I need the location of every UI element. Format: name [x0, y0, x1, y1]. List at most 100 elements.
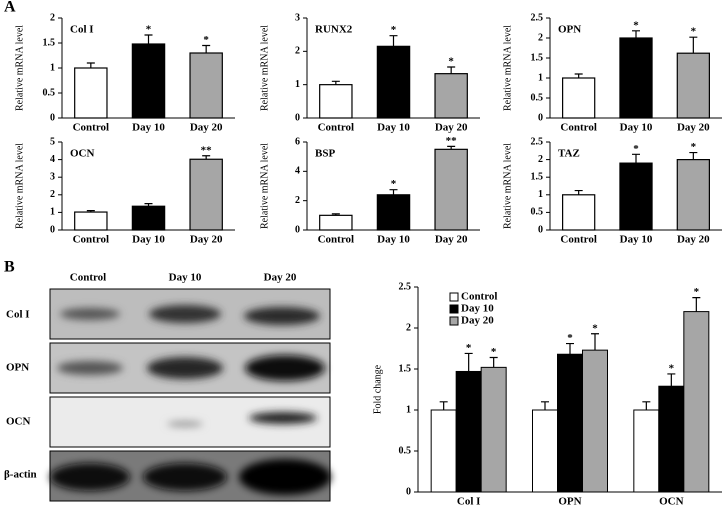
legend-label: Day 20	[461, 315, 494, 327]
blot-row-label: β-actin	[4, 469, 37, 481]
y-axis-label: Relative mRNA level	[259, 143, 270, 229]
bar	[676, 159, 710, 231]
bar	[683, 311, 710, 493]
x-tick-label: Day 20	[677, 122, 710, 134]
bar	[434, 73, 468, 119]
x-tick-label: Day 10	[620, 234, 653, 246]
bar	[74, 67, 108, 119]
significance-mark: *	[391, 24, 397, 36]
y-tick-label: 6	[295, 136, 300, 147]
bar	[619, 162, 653, 231]
y-tick-label: 4	[50, 154, 55, 165]
y-tick-label: 1	[50, 62, 55, 73]
y-tick-label: 1.5	[43, 37, 56, 48]
x-tick-label: Control	[73, 234, 109, 246]
error-bar	[667, 373, 676, 387]
bar	[562, 194, 596, 231]
legend-label: Control	[461, 291, 497, 303]
x-tick-label: Control	[73, 122, 109, 134]
bar	[189, 158, 223, 231]
y-tick-label: 0	[50, 224, 55, 235]
bar	[189, 52, 223, 119]
y-tick-label: 1.5	[531, 171, 544, 182]
error-bar	[464, 352, 473, 372]
x-tick-label: Day 20	[435, 234, 468, 246]
x-tick-label: Day 20	[190, 122, 223, 134]
y-tick-label: 2	[538, 154, 543, 165]
x-tick-label: Control	[318, 122, 354, 134]
significance-mark: *	[448, 56, 454, 68]
significance-mark: *	[691, 26, 697, 38]
legend-label: Day 10	[461, 303, 494, 315]
legend-swatch	[449, 304, 459, 314]
legend-swatch	[449, 316, 459, 326]
chart-title: BSP	[315, 148, 335, 160]
legend-swatch	[449, 292, 459, 302]
blot-row-label: Col I	[6, 309, 30, 321]
y-tick-label: 0.5	[531, 207, 544, 218]
y-tick-label: 0	[50, 112, 55, 123]
y-tick-label: 2.5	[531, 136, 544, 147]
y-tick-label: 5	[50, 136, 55, 147]
blot-column-label: Control	[70, 272, 106, 284]
y-tick-label: 1	[538, 72, 543, 83]
significance-mark: *	[466, 342, 472, 354]
western-blot: Control Day 10 Day 20 Col I OPN OCN β-ac…	[4, 272, 331, 502]
y-tick-label: 0.5	[531, 92, 544, 103]
error-bar	[642, 401, 651, 410]
chart-title: TAZ	[558, 148, 580, 160]
y-tick-label: 0	[538, 112, 543, 123]
chart-title: OPN	[558, 24, 581, 36]
bar	[562, 77, 596, 119]
error-bar	[689, 36, 698, 54]
y-axis-label: Relative mRNA level	[502, 25, 513, 111]
y-tick-label: 3	[295, 12, 300, 23]
error-bar	[144, 203, 153, 207]
x-tick-label: Day 10	[620, 122, 653, 134]
error-bar	[202, 44, 211, 53]
y-tick-label: 2	[406, 322, 411, 333]
x-tick-label: OPN	[558, 496, 581, 505]
significance-mark: *	[691, 141, 697, 153]
bar	[480, 366, 507, 493]
y-tick-label: 1.5	[531, 52, 544, 63]
x-tick-label: Day 10	[132, 122, 165, 134]
error-bar	[566, 342, 574, 355]
chart-title: RUNX2	[315, 24, 353, 36]
y-tick-label: 1.5	[399, 363, 412, 374]
y-tick-label: 3	[50, 171, 55, 182]
y-tick-label: 1	[50, 207, 55, 218]
y-tick-label: 0	[295, 224, 300, 235]
y-tick-label: 0	[538, 224, 543, 235]
error-bar	[692, 297, 701, 312]
error-bar	[439, 401, 448, 410]
bar	[676, 52, 710, 119]
y-tick-label: 1	[538, 189, 543, 200]
significance-mark: *	[633, 143, 639, 155]
significance-mark: **	[201, 144, 213, 156]
error-bar	[632, 30, 640, 38]
x-tick-label: Control	[318, 234, 354, 246]
y-tick-label: 2	[295, 46, 300, 57]
error-bar	[331, 213, 340, 216]
significance-mark: *	[391, 178, 397, 190]
bar	[74, 211, 108, 231]
y-tick-label: 2.5	[531, 12, 544, 23]
error-bar	[202, 155, 211, 160]
bar	[131, 43, 166, 119]
x-tick-label: Day 10	[132, 234, 165, 246]
error-bar	[574, 73, 583, 78]
bar	[532, 409, 558, 493]
significance-mark: *	[694, 286, 700, 298]
y-tick-label: 0	[406, 486, 411, 497]
y-tick-label: 2.5	[399, 281, 412, 292]
x-tick-label: OCN	[659, 496, 684, 505]
bar	[131, 205, 166, 231]
significance-mark: *	[669, 362, 675, 374]
y-tick-label: 0	[295, 112, 300, 123]
x-tick-label: Day 10	[377, 122, 410, 134]
significance-mark: **	[446, 135, 458, 147]
error-bar	[541, 401, 549, 410]
error-bar	[489, 356, 498, 368]
bar	[319, 84, 353, 119]
